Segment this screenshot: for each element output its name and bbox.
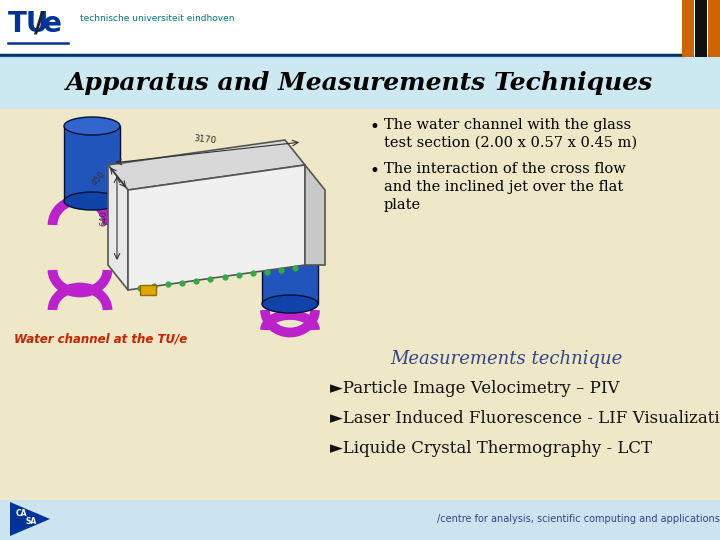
Bar	[64, 126, 120, 201]
Ellipse shape	[64, 192, 120, 210]
Bar	[140, 285, 156, 295]
Text: e: e	[43, 10, 62, 38]
Text: The interaction of the cross flow: The interaction of the cross flow	[384, 162, 626, 176]
Bar	[695, 0, 707, 57]
Ellipse shape	[262, 215, 318, 233]
Bar	[708, 0, 720, 57]
Polygon shape	[108, 165, 128, 290]
Bar	[682, 0, 694, 57]
Text: technische universiteit eindhoven: technische universiteit eindhoven	[80, 14, 235, 23]
Text: and the inclined jet over the flat: and the inclined jet over the flat	[384, 180, 624, 194]
Text: Apparatus and Measurements Techniques: Apparatus and Measurements Techniques	[66, 71, 654, 95]
Text: •: •	[370, 118, 380, 136]
Bar	[0, 55, 720, 500]
Bar	[262, 224, 318, 304]
Text: ►Liquide Crystal Thermography - LCT: ►Liquide Crystal Thermography - LCT	[330, 440, 652, 457]
Polygon shape	[108, 140, 305, 190]
Text: TU: TU	[8, 10, 50, 38]
Text: ►Laser Induced Fluorescence - LIF Visualization: ►Laser Induced Fluorescence - LIF Visual…	[330, 410, 720, 427]
Text: Water channel at the TU/e: Water channel at the TU/e	[14, 332, 187, 345]
Text: test section (2.00 x 0.57 x 0.45 m): test section (2.00 x 0.57 x 0.45 m)	[384, 136, 637, 150]
Text: SA: SA	[26, 517, 37, 526]
Bar	[0, 500, 720, 540]
Polygon shape	[10, 502, 50, 536]
Text: ►Particle Image Velocimetry – PIV: ►Particle Image Velocimetry – PIV	[330, 380, 619, 397]
Text: 450: 450	[90, 169, 107, 187]
Text: CA: CA	[16, 510, 27, 518]
Bar	[0, 0, 720, 55]
Polygon shape	[305, 165, 325, 265]
Text: Measurements technique: Measurements technique	[390, 350, 622, 368]
Polygon shape	[128, 165, 305, 290]
Bar	[0, 57, 720, 109]
Text: 3170: 3170	[193, 133, 217, 145]
Text: The water channel with the glass: The water channel with the glass	[384, 118, 631, 132]
Text: /: /	[34, 10, 44, 38]
Text: 640: 640	[99, 210, 108, 226]
Text: plate: plate	[384, 198, 421, 212]
Ellipse shape	[64, 117, 120, 135]
Text: •: •	[370, 162, 380, 180]
Ellipse shape	[262, 295, 318, 313]
Text: /centre for analysis, scientific computing and applications: /centre for analysis, scientific computi…	[437, 514, 720, 524]
